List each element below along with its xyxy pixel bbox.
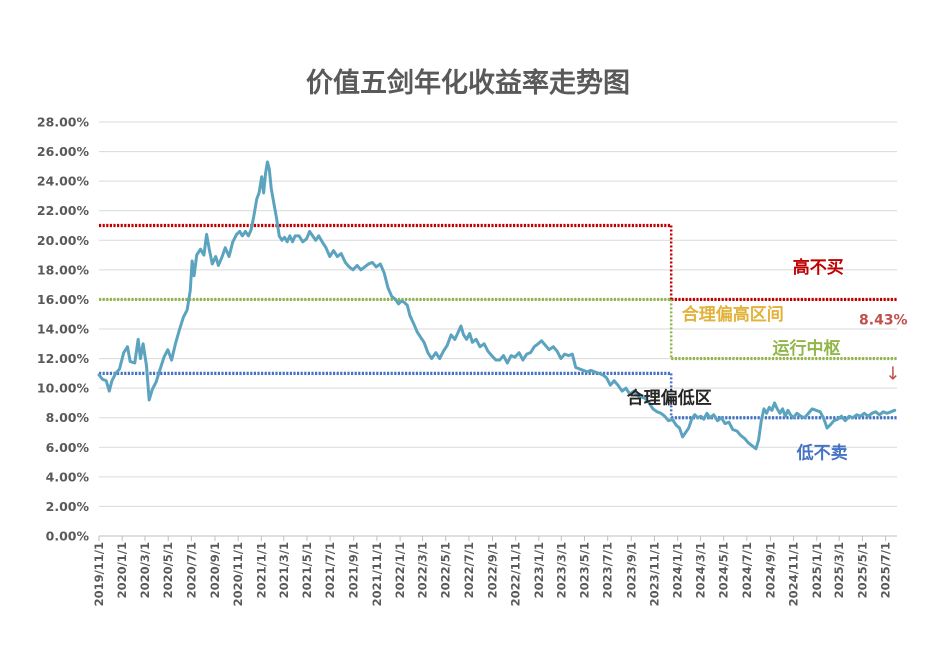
x-tick-label: 2023/3/1 bbox=[554, 542, 568, 598]
x-tick-label: 2021/3/1 bbox=[277, 542, 291, 598]
chart-title: 价值五剑年化收益率走势图 bbox=[306, 67, 630, 99]
x-tick-label: 2020/5/1 bbox=[161, 542, 175, 598]
x-tick-label: 2024/1/1 bbox=[671, 542, 685, 598]
x-tick-label: 2024/11/1 bbox=[787, 542, 801, 606]
y-tick-label: 24.00% bbox=[37, 174, 90, 189]
x-tick-label: 2020/7/1 bbox=[184, 542, 198, 598]
y-tick-label: 22.00% bbox=[37, 203, 90, 218]
x-tick-label: 2021/5/1 bbox=[300, 542, 314, 598]
y-axis: 0.00% 2.00% 4.00% 6.00% 8.00% 10.00% 12.00% 14.… bbox=[37, 115, 90, 544]
annotation-label: ↓ bbox=[885, 363, 900, 384]
y-tick-label: 10.00% bbox=[37, 381, 90, 396]
x-tick-label: 2019/11/1 bbox=[92, 542, 106, 606]
x-tick-label: 2022/5/1 bbox=[439, 542, 453, 598]
y-tick-label: 12.00% bbox=[37, 351, 90, 366]
x-tick-label: 2024/5/1 bbox=[717, 542, 731, 598]
x-tick-label: 2025/5/1 bbox=[855, 542, 869, 598]
x-tick-label: 2021/11/1 bbox=[370, 542, 384, 606]
x-tick-label: 2024/7/1 bbox=[740, 542, 754, 598]
y-tick-label: 20.00% bbox=[37, 233, 90, 248]
x-tick-label: 2022/9/1 bbox=[485, 542, 499, 598]
y-tick-label: 18.00% bbox=[37, 262, 90, 277]
x-axis: 2019/11/1 2020/1/1 2020/3/1 2020/5/1 2020/7/… bbox=[92, 535, 897, 606]
series-layer bbox=[97, 160, 897, 451]
annotation-label: 运行中枢 bbox=[773, 338, 841, 359]
x-tick-label: 2022/7/1 bbox=[462, 542, 476, 598]
x-tick-label: 2022/11/1 bbox=[509, 542, 523, 606]
annotation-label: 合理偏高区间 bbox=[682, 304, 784, 325]
x-tick-label: 2025/7/1 bbox=[879, 542, 893, 598]
y-tick-label: 2.00% bbox=[46, 499, 90, 514]
annotation-label: 合理偏低区 bbox=[627, 388, 712, 409]
x-tick-label: 2020/9/1 bbox=[208, 542, 222, 598]
y-tick-label: 26.00% bbox=[37, 144, 90, 159]
x-tick-label: 2021/9/1 bbox=[347, 542, 361, 598]
x-tick-label: 2020/11/1 bbox=[231, 542, 245, 606]
x-tick-label: 2023/11/1 bbox=[647, 542, 661, 606]
y-tick-label: 4.00% bbox=[46, 469, 90, 484]
reference-lines bbox=[99, 223, 897, 420]
x-tick-label: 2024/3/1 bbox=[693, 542, 707, 598]
annotation-label: 8.43% bbox=[859, 313, 908, 329]
y-tick-label: 0.00% bbox=[46, 529, 90, 544]
y-tick-label: 28.00% bbox=[37, 115, 90, 130]
x-tick-label: 2024/9/1 bbox=[763, 542, 777, 598]
annotation-label: 低不卖 bbox=[796, 442, 848, 463]
y-tick-label: 8.00% bbox=[46, 410, 90, 425]
series-line bbox=[97, 160, 897, 451]
x-tick-label: 2023/9/1 bbox=[624, 542, 638, 598]
x-tick-label: 2025/1/1 bbox=[810, 542, 824, 598]
x-tick-label: 2023/1/1 bbox=[532, 542, 546, 598]
x-tick-label: 2021/1/1 bbox=[254, 542, 268, 598]
x-tick-label: 2025/3/1 bbox=[832, 542, 846, 598]
annotation-label: 高不买 bbox=[793, 257, 844, 278]
x-tick-label: 2022/1/1 bbox=[393, 542, 407, 598]
gridlines bbox=[99, 121, 897, 537]
x-tick-label: 2020/3/1 bbox=[138, 542, 152, 598]
x-tick-label: 2020/1/1 bbox=[115, 542, 129, 598]
x-tick-label: 2023/7/1 bbox=[601, 542, 615, 598]
x-tick-label: 2023/5/1 bbox=[577, 542, 591, 598]
y-tick-label: 6.00% bbox=[46, 440, 90, 455]
y-tick-label: 14.00% bbox=[37, 322, 90, 337]
y-tick-label: 16.00% bbox=[37, 292, 90, 307]
x-tick-label: 2021/7/1 bbox=[323, 542, 337, 598]
x-tick-label: 2022/3/1 bbox=[416, 542, 430, 598]
